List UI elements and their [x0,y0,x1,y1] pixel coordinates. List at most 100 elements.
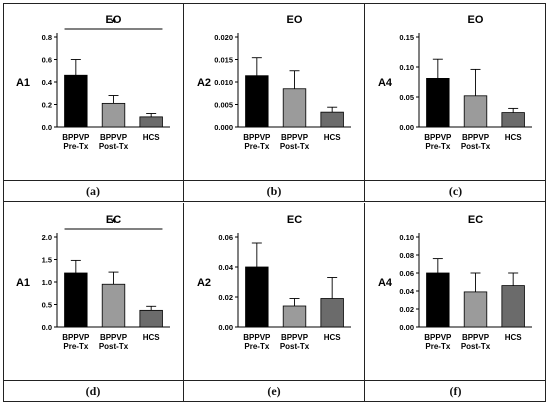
bar [245,266,269,328]
y-tick-label: 1.5 [42,256,52,265]
chart-cell-e [184,203,365,381]
y-tick-label: 0.010 [214,78,233,87]
bar [139,309,163,328]
significance-star: * [111,16,116,30]
y-axis-label: A4 [378,277,393,289]
y-axis-label: A2 [197,277,211,289]
x-tick-label: HCS [505,133,523,142]
y-tick-label: 0.5 [42,301,52,310]
bar-chart-a: EOA10.00.20.40.60.8BPPVPPre-TxBPPVPPost-… [16,14,170,151]
y-tick-label: 0.8 [42,33,52,42]
bar-chart-b: EOA20.0000.0050.0100.0150.020BPPVPPre-Tx… [197,14,351,151]
x-tick-label: Pre-Tx [425,142,450,151]
x-tick-label: HCS [324,133,342,142]
x-tick-label: Pre-Tx [425,342,450,351]
bar-chart-e: ECA20.000.020.040.06BPPVPPre-TxBPPVPPost… [197,214,351,351]
x-tick-label: BPPVP [62,333,90,342]
bar [101,102,126,128]
panel-label-strip-a: (a) [3,181,184,202]
x-tick-label: Post-Tx [461,142,491,151]
bar [282,88,307,128]
panel-label-strip-c: (c) [365,181,546,202]
x-tick-label: Post-Tx [99,142,129,151]
bar [426,272,450,328]
bar [320,111,344,128]
bar [501,285,525,328]
chart-cell-f [365,203,546,381]
panel-label: (a) [86,184,100,198]
x-tick-label: BPPVP [281,133,309,142]
bar [64,74,88,128]
bar-chart-c: EOA40.000.050.100.15BPPVPPre-TxBPPVPPost… [378,14,532,151]
bar [501,112,525,128]
bar-chart-f: ECA40.000.020.040.060.080.10BPPVPPre-TxB… [378,214,532,351]
bar [139,116,163,128]
x-tick-label: BPPVP [462,133,490,142]
x-tick-label: HCS [143,133,161,142]
bar [245,75,269,128]
y-tick-label: 0.10 [399,233,414,242]
bar [282,305,307,328]
y-tick-label: 0.2 [42,101,52,110]
y-tick-label: 0.00 [218,323,233,332]
significance-star: * [111,216,116,230]
panel-label-strip-f: (f) [365,381,546,402]
x-tick-label: BPPVP [62,133,90,142]
bar [101,283,126,328]
bar [320,298,344,328]
y-tick-label: 0.08 [399,251,414,260]
chart-title: EO [287,14,303,26]
chart-title: EC [287,214,302,226]
y-tick-label: 0.05 [399,93,414,102]
y-tick-label: 0.02 [218,293,233,302]
x-tick-label: Post-Tx [280,342,310,351]
chart-title: EC [106,214,121,226]
y-axis-label: A1 [16,277,30,289]
panel-label-strip-e: (e) [184,381,365,402]
y-tick-label: 0.020 [214,33,233,42]
y-tick-label: 0.04 [218,263,233,272]
chart-title: EO [468,14,484,26]
y-tick-label: 0.000 [214,123,233,132]
x-tick-label: BPPVP [243,133,271,142]
y-tick-label: 0.06 [218,233,233,242]
panel-label: (e) [267,384,281,398]
panel-label: (f) [449,384,462,398]
panel-label: (c) [448,184,463,198]
x-tick-label: BPPVP [100,333,128,342]
bar [463,291,488,328]
y-tick-label: 0.015 [214,56,233,65]
y-tick-label: 0.00 [399,123,414,132]
bar [463,95,488,128]
x-tick-label: HCS [324,333,342,342]
chart-title: EO [106,14,122,26]
y-tick-label: 0.0 [42,323,52,332]
y-axis-label: A1 [16,77,30,89]
y-axis-label: A2 [197,77,211,89]
x-tick-label: Pre-Tx [63,342,88,351]
x-tick-label: Pre-Tx [244,342,269,351]
figure-frame [3,3,546,402]
bar [426,78,450,128]
x-tick-label: BPPVP [100,133,128,142]
panel-label: (b) [266,184,282,198]
x-tick-label: Post-Tx [99,342,129,351]
x-tick-label: BPPVP [424,333,452,342]
x-tick-label: Pre-Tx [63,142,88,151]
y-tick-label: 1.0 [42,278,52,287]
x-tick-label: HCS [505,333,523,342]
bar-chart-d: ECA10.00.51.01.52.0BPPVPPre-TxBPPVPPost-… [16,214,170,351]
x-tick-label: BPPVP [243,333,271,342]
x-tick-label: Pre-Tx [244,142,269,151]
y-tick-label: 0.15 [399,33,414,42]
chart-cell-d [3,203,184,381]
y-tick-label: 0.005 [214,101,233,110]
y-tick-label: 0.4 [42,78,53,87]
y-tick-label: 0.0 [42,123,52,132]
x-tick-label: BPPVP [281,333,309,342]
x-tick-label: Post-Tx [461,342,491,351]
y-tick-label: 0.00 [399,323,414,332]
chart-cell-a [3,3,184,181]
bar [64,272,88,328]
panel-label-strip-b: (b) [184,181,365,202]
